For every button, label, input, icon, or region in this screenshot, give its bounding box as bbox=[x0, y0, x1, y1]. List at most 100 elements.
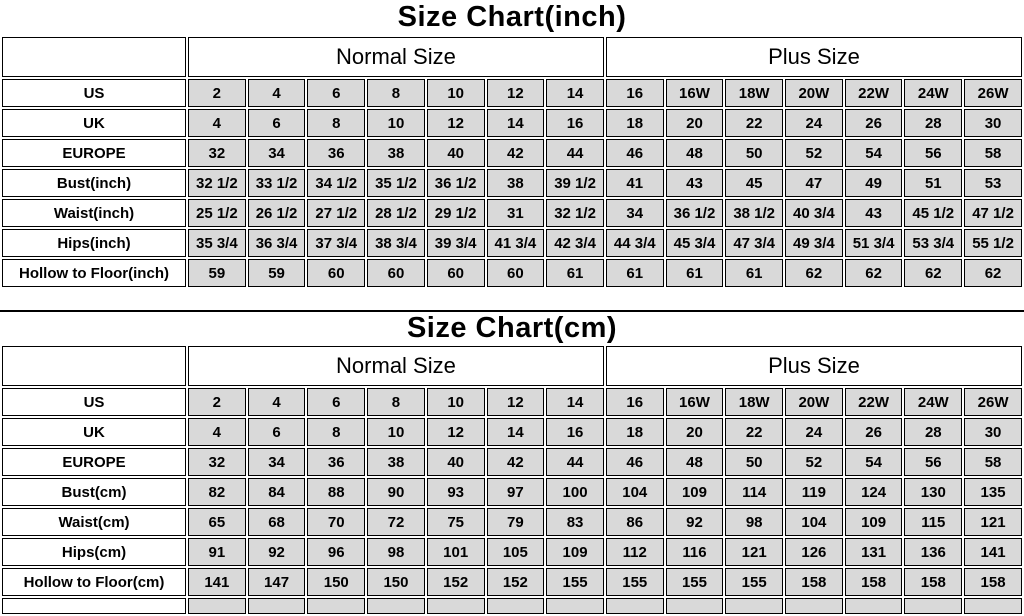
size-cell: 32 1/2 bbox=[188, 169, 246, 197]
table-row: Hollow to Floor(cm) 141 147 150 150 152 152 155… bbox=[2, 568, 1022, 596]
size-cell: 16 bbox=[546, 109, 604, 137]
size-cell: 44 bbox=[546, 139, 604, 167]
size-cell: 36 bbox=[307, 139, 366, 167]
size-cell: 44 3/4 bbox=[605, 229, 664, 257]
size-cell: 26W bbox=[964, 79, 1022, 107]
size-cell: 48 bbox=[665, 139, 724, 167]
size-cell: 104 bbox=[605, 478, 664, 506]
size-cell: 98 bbox=[725, 508, 784, 536]
size-cell: 28 bbox=[904, 418, 963, 446]
clipped-partial-row bbox=[2, 598, 1022, 614]
size-table-inch-body: US 2 4 6 8 10 12 14 16 16W 18W 20W 22W 24W 26W UK 4 6 8 10 1… bbox=[2, 79, 1022, 287]
normal-size-header: Normal Size bbox=[188, 37, 604, 77]
size-cell: 90 bbox=[367, 478, 425, 506]
size-cell: 8 bbox=[367, 79, 425, 107]
size-cell: 112 bbox=[605, 538, 664, 566]
size-cell: 130 bbox=[904, 478, 963, 506]
size-cell: 39 3/4 bbox=[426, 229, 485, 257]
plus-size-header: Plus Size bbox=[605, 346, 1022, 386]
size-cell: 75 bbox=[426, 508, 485, 536]
size-cell: 8 bbox=[367, 388, 425, 416]
size-cell: 50 bbox=[725, 448, 784, 476]
size-cell: 82 bbox=[188, 478, 246, 506]
size-cell: 27 1/2 bbox=[307, 199, 366, 227]
normal-size-header: Normal Size bbox=[188, 346, 604, 386]
size-cell: 51 bbox=[904, 169, 963, 197]
size-cell: 24 bbox=[785, 418, 843, 446]
table-row: Waist(cm) 65 68 70 72 75 79 83 86 92 98 104 109 115 12… bbox=[2, 508, 1022, 536]
size-cell: 93 bbox=[426, 478, 485, 506]
size-cell: 155 bbox=[725, 568, 784, 596]
size-cell: 152 bbox=[426, 568, 485, 596]
row-label: Hips(inch) bbox=[2, 229, 186, 257]
size-cell bbox=[904, 598, 963, 614]
size-cell: 48 bbox=[665, 448, 724, 476]
size-cell: 25 1/2 bbox=[188, 199, 246, 227]
size-cell: 39 1/2 bbox=[546, 169, 604, 197]
row-label: Hips(cm) bbox=[2, 538, 186, 566]
size-cell: 62 bbox=[964, 259, 1022, 287]
size-cell: 47 bbox=[785, 169, 843, 197]
size-cell: 40 bbox=[426, 448, 485, 476]
size-cell: 65 bbox=[188, 508, 246, 536]
size-cell: 4 bbox=[188, 109, 246, 137]
size-cell: 109 bbox=[844, 508, 903, 536]
size-cell: 14 bbox=[486, 418, 545, 446]
size-cell: 2 bbox=[188, 388, 246, 416]
size-cell: 22 bbox=[725, 109, 784, 137]
size-cell: 36 1/2 bbox=[665, 199, 724, 227]
size-cell: 100 bbox=[546, 478, 604, 506]
row-label: UK bbox=[2, 109, 186, 137]
size-cell: 155 bbox=[546, 568, 604, 596]
corner-cell bbox=[2, 37, 186, 77]
size-cell: 22 bbox=[725, 418, 784, 446]
size-cell: 124 bbox=[844, 478, 903, 506]
size-cell: 45 3/4 bbox=[665, 229, 724, 257]
size-cell: 20W bbox=[785, 79, 843, 107]
size-cell: 16 bbox=[605, 388, 664, 416]
size-cell: 34 bbox=[247, 139, 306, 167]
size-cell: 92 bbox=[665, 508, 724, 536]
size-cell: 68 bbox=[247, 508, 306, 536]
size-cell: 43 bbox=[844, 199, 903, 227]
table-row: UK 4 6 8 10 12 14 16 18 20 22 24 26 28 30 bbox=[2, 418, 1022, 446]
size-cell: 88 bbox=[307, 478, 366, 506]
size-cell: 18 bbox=[605, 418, 664, 446]
size-cell: 62 bbox=[904, 259, 963, 287]
size-cell: 91 bbox=[188, 538, 246, 566]
table-row: EUROPE 32 34 36 38 40 42 44 46 48 50 52 54 56 58 bbox=[2, 448, 1022, 476]
size-cell: 32 bbox=[188, 448, 246, 476]
size-cell: 152 bbox=[486, 568, 545, 596]
size-cell bbox=[188, 598, 246, 614]
size-cell: 35 1/2 bbox=[367, 169, 425, 197]
size-cell: 14 bbox=[546, 79, 604, 107]
size-cell: 30 bbox=[964, 109, 1022, 137]
size-cell: 60 bbox=[426, 259, 485, 287]
size-cell: 136 bbox=[904, 538, 963, 566]
size-cell: 45 bbox=[725, 169, 784, 197]
size-cell: 42 3/4 bbox=[546, 229, 604, 257]
row-label: US bbox=[2, 388, 186, 416]
size-cell bbox=[486, 598, 545, 614]
size-cell: 22W bbox=[844, 79, 903, 107]
size-cell: 121 bbox=[725, 538, 784, 566]
size-cell bbox=[964, 598, 1022, 614]
size-cell: 12 bbox=[486, 79, 545, 107]
size-table-cm: Normal Size Plus Size US 2 4 6 8 10 12 14 16 16W 1… bbox=[0, 344, 1024, 616]
size-cell: 61 bbox=[665, 259, 724, 287]
size-cell: 109 bbox=[546, 538, 604, 566]
size-cell: 8 bbox=[307, 418, 366, 446]
size-cell: 4 bbox=[247, 388, 306, 416]
size-cell: 158 bbox=[785, 568, 843, 596]
size-cell: 18W bbox=[725, 79, 784, 107]
size-cell: 2 bbox=[188, 79, 246, 107]
size-cell: 37 3/4 bbox=[307, 229, 366, 257]
size-cell: 150 bbox=[307, 568, 366, 596]
size-cell: 60 bbox=[486, 259, 545, 287]
size-cell: 18W bbox=[725, 388, 784, 416]
size-cell: 38 3/4 bbox=[367, 229, 425, 257]
row-label: US bbox=[2, 79, 186, 107]
size-cell: 141 bbox=[964, 538, 1022, 566]
size-cell: 92 bbox=[247, 538, 306, 566]
size-cell: 28 bbox=[904, 109, 963, 137]
